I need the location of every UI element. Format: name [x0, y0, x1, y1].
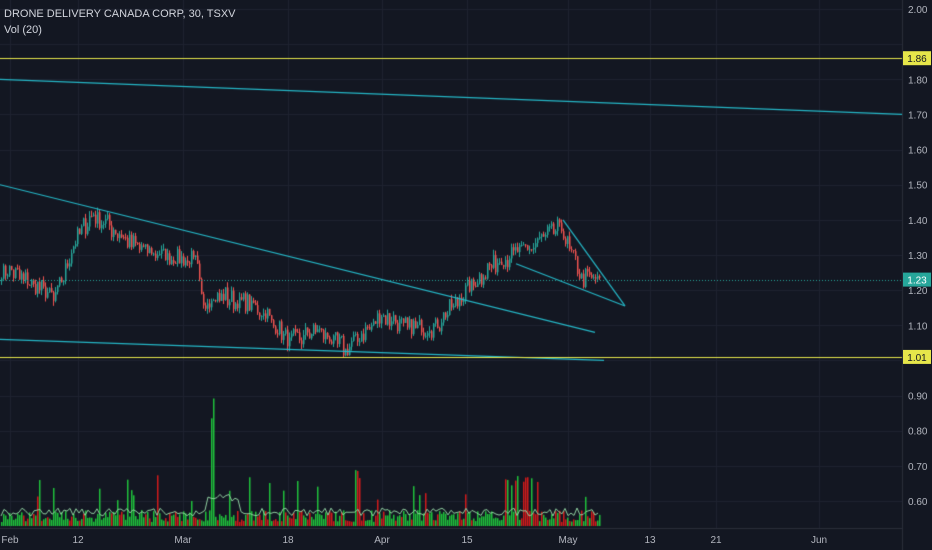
y-tick-label: 1.30 [908, 251, 928, 262]
y-tick-label: 1.20 [908, 286, 928, 297]
x-tick-label: 12 [72, 535, 84, 546]
volume-indicator-label: Vol (20) [4, 24, 42, 36]
symbol-title: DRONE DELIVERY CANADA CORP, 30, TSXV [4, 8, 236, 20]
x-tick-label: Jun [811, 535, 827, 546]
svg-text:1.01: 1.01 [907, 353, 927, 364]
svg-text:1.23: 1.23 [907, 276, 927, 287]
x-tick-label: Apr [374, 535, 390, 546]
x-tick-label: 21 [710, 535, 722, 546]
y-tick-label: 0.70 [908, 462, 928, 473]
svg-text:1.86: 1.86 [907, 54, 927, 65]
y-tick-label: 2.00 [908, 5, 928, 16]
x-tick-label: 13 [644, 535, 656, 546]
y-tick-label: 1.60 [908, 146, 928, 157]
chart-legend: DRONE DELIVERY CANADA CORP, 30, TSXV Vol… [4, 6, 236, 38]
x-tick-label: Mar [174, 535, 192, 546]
y-tick-label: 1.40 [908, 216, 928, 227]
y-tick-label: 1.50 [908, 181, 928, 192]
x-tick-label: 15 [461, 535, 473, 546]
horizontal-line-price-badge: 1.86 [903, 51, 931, 66]
y-tick-label: 0.80 [908, 427, 928, 438]
x-tick-label: May [559, 535, 578, 546]
y-tick-label: 0.60 [908, 497, 928, 508]
x-tick-label: Feb [1, 535, 19, 546]
y-tick-label: 0.90 [908, 392, 928, 403]
y-tick-label: 1.70 [908, 110, 928, 121]
last-price-badge: 1.23 [903, 272, 931, 287]
horizontal-line-price-badge: 1.01 [903, 349, 931, 364]
y-tick-label: 1.80 [908, 75, 928, 86]
y-tick-label: 1.10 [908, 321, 928, 332]
x-tick-label: 18 [282, 535, 294, 546]
